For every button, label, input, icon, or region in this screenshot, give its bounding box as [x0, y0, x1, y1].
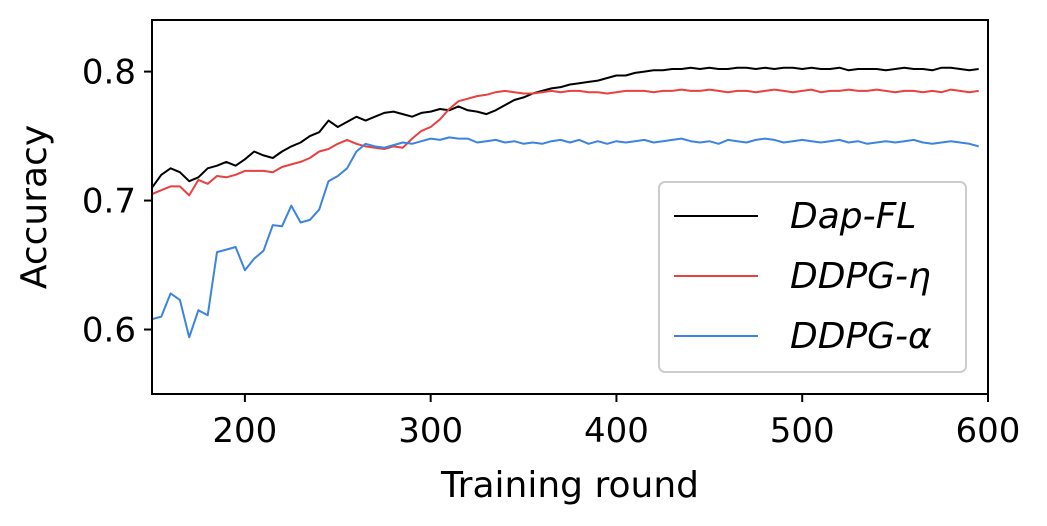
series-line-ddpg-eta [151, 88, 979, 197]
legend-label-ddpg-eta: DDPG-η [790, 256, 931, 297]
series-layer [151, 66, 979, 339]
x-tick-label: 200 [212, 411, 277, 451]
x-tick-label: 400 [584, 411, 649, 451]
y-tick-label: 0.8 [82, 53, 136, 93]
y-tick-label: 0.6 [82, 311, 136, 351]
series-line-ddpg-alpha [151, 136, 979, 339]
plot-area-frame [151, 19, 989, 395]
legend: Dap-FL DDPG-η DDPG-α [658, 181, 967, 373]
ticks-layer: 200 300 400 500 600 0.6 0.7 0.8 [82, 53, 1021, 451]
legend-label-dap-fl: Dap-FL [790, 196, 916, 237]
legend-label-ddpg-alpha: DDPG-α [790, 316, 932, 357]
series-line-dap-fl [151, 66, 979, 189]
y-axis-label: Accuracy [14, 125, 55, 289]
x-tick-label: 300 [398, 411, 463, 451]
legend-box [658, 181, 967, 373]
x-tick-label: 500 [770, 411, 835, 451]
y-tick-label: 0.7 [82, 182, 136, 222]
x-tick-label: 600 [956, 411, 1021, 451]
x-axis-label: Training round [440, 465, 699, 506]
